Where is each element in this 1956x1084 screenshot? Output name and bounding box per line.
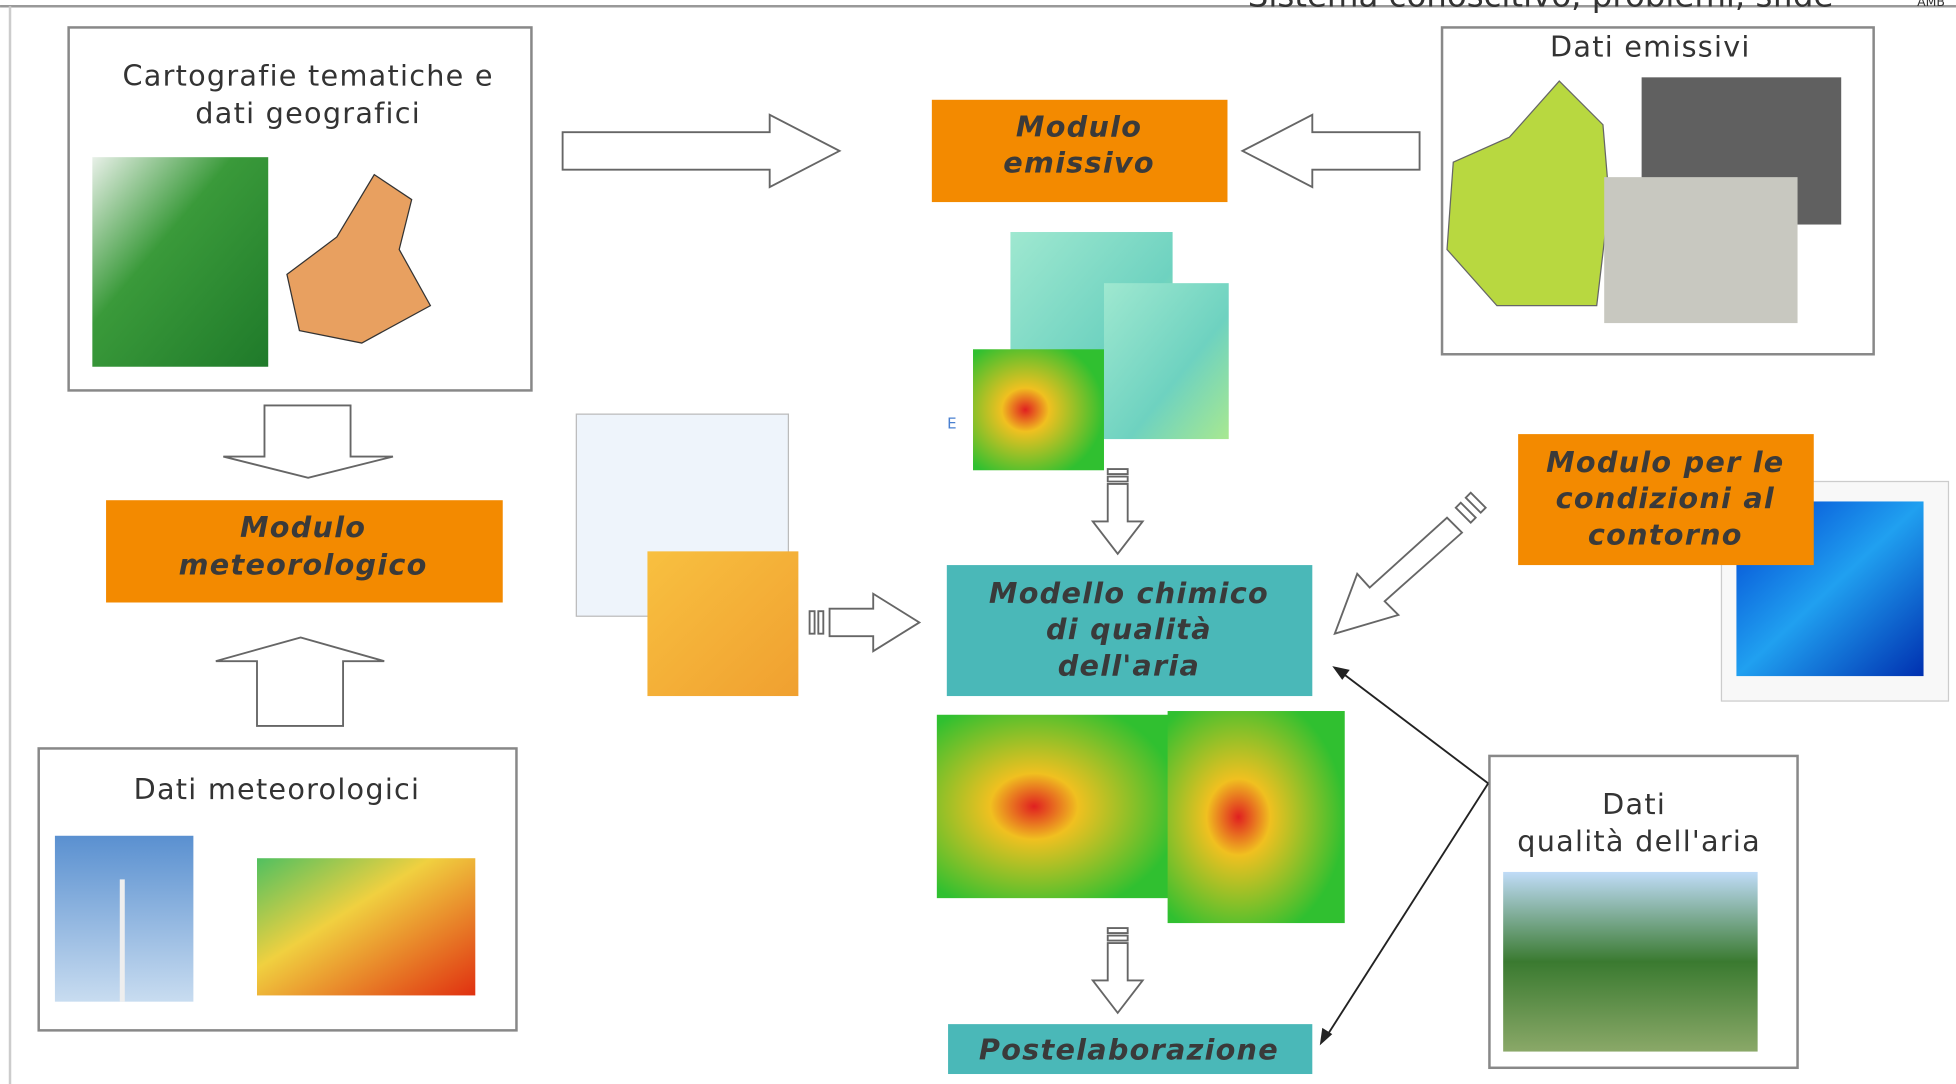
emission-map — [1446, 80, 1610, 307]
arrow-diagonal — [1333, 491, 1488, 636]
connector — [1323, 782, 1489, 1040]
node-label: condizioni al — [1556, 481, 1775, 515]
node-label: Dati emissivi — [1550, 30, 1751, 64]
modulo-meteo — [106, 500, 503, 603]
node-label: Modello chimico — [989, 576, 1269, 610]
node-label: contorno — [1588, 517, 1743, 551]
node-label: dati geografici — [195, 96, 421, 130]
node-label: emissivo — [1003, 146, 1155, 180]
modello-chimico — [946, 565, 1313, 697]
arrow-right-small — [808, 592, 922, 653]
arrow-down — [223, 404, 394, 479]
arrow-down-small — [1090, 468, 1145, 556]
modulo-contorno — [1518, 434, 1814, 566]
meteo-map — [256, 858, 476, 996]
connector-head — [1332, 666, 1350, 680]
postelaborazione — [948, 1024, 1313, 1075]
node-label: Cartografie tematiche e — [122, 58, 493, 92]
emission-grid-2 — [1103, 283, 1229, 440]
concentration-map-1 — [936, 714, 1181, 899]
node-label: meteorologico — [179, 547, 428, 581]
node-label: Dati meteorologici — [134, 772, 421, 806]
node-label: Postelaborazione — [979, 1033, 1279, 1067]
arrow-up — [215, 636, 385, 727]
node-label: dell'aria — [1058, 648, 1200, 682]
station-photo — [1503, 871, 1758, 1052]
map-label: E — [947, 415, 956, 433]
node-label: Modulo — [240, 510, 366, 544]
emission-grid-3 — [973, 349, 1104, 471]
arrow-right — [561, 113, 842, 189]
connector-head — [1319, 1027, 1333, 1046]
region-map — [286, 173, 432, 344]
factory-image — [1604, 177, 1798, 324]
terrain-image — [92, 157, 269, 367]
concentration-map-2 — [1167, 711, 1345, 924]
node-label: Dati — [1602, 787, 1666, 821]
header-logo: AMB — [1917, 0, 1945, 9]
arrow-down-small — [1090, 927, 1145, 1015]
arrow-left — [1240, 113, 1421, 189]
node-label: qualità dell'aria — [1517, 824, 1761, 858]
node-label: di qualità — [1046, 612, 1212, 646]
temperature-map — [647, 551, 799, 697]
modulo-emissivo — [931, 99, 1228, 203]
node-label: Modulo — [1016, 109, 1142, 143]
header-title: Sistema conoscitivo, problemi, sfide — [1248, 0, 1834, 15]
node-label: Modulo per le — [1546, 445, 1784, 479]
connector — [1339, 670, 1489, 785]
